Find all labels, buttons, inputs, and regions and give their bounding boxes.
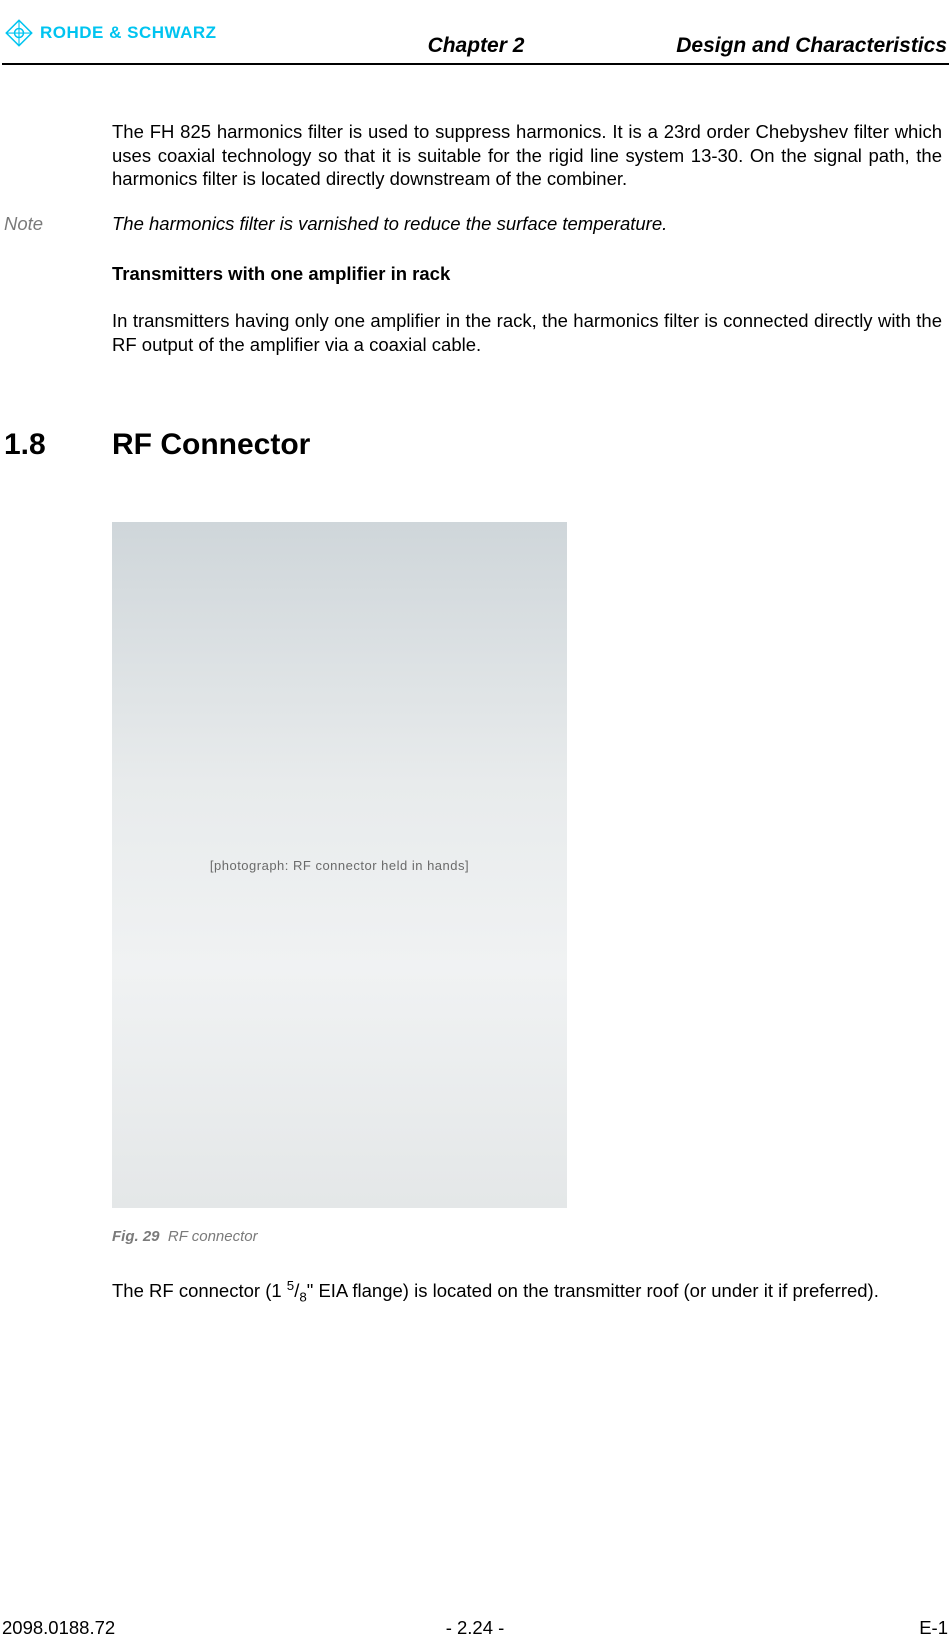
section-title: RF Connector (112, 428, 310, 462)
note-block: Note The harmonics filter is varnished t… (4, 213, 942, 235)
figure-caption: Fig. 29 RF connector (112, 1228, 942, 1245)
header-title: Design and Characteristics (676, 34, 947, 58)
figure-image: [photograph: RF connector held in hands] (112, 522, 567, 1208)
section-number: 1.8 (4, 428, 112, 462)
footer-right: E-1 (919, 1617, 948, 1639)
rf-sub: 8 (299, 1290, 306, 1305)
note-text: The harmonics filter is varnished to red… (112, 213, 667, 235)
rf-text-2: " EIA flange) is located on the transmit… (307, 1280, 879, 1301)
header-rule (2, 63, 949, 65)
section-heading: 1.8 RF Connector (4, 428, 942, 462)
footer-center: - 2.24 - (2, 1617, 948, 1639)
subheading-transmitters: Transmitters with one amplifier in rack (112, 263, 942, 285)
paragraph-intro: The FH 825 harmonics filter is used to s… (112, 120, 942, 191)
rf-text-1: The RF connector (1 (112, 1280, 287, 1301)
figure-caption-text: RF connector (168, 1228, 258, 1245)
paragraph-after-figure: The RF connector (1 5/8" EIA flange) is … (112, 1279, 942, 1303)
figure-placeholder-text: [photograph: RF connector held in hands] (210, 858, 469, 873)
note-label: Note (4, 213, 112, 235)
figure-label: Fig. 29 (112, 1228, 160, 1245)
paragraph-transmitters: In transmitters having only one amplifie… (112, 309, 942, 356)
